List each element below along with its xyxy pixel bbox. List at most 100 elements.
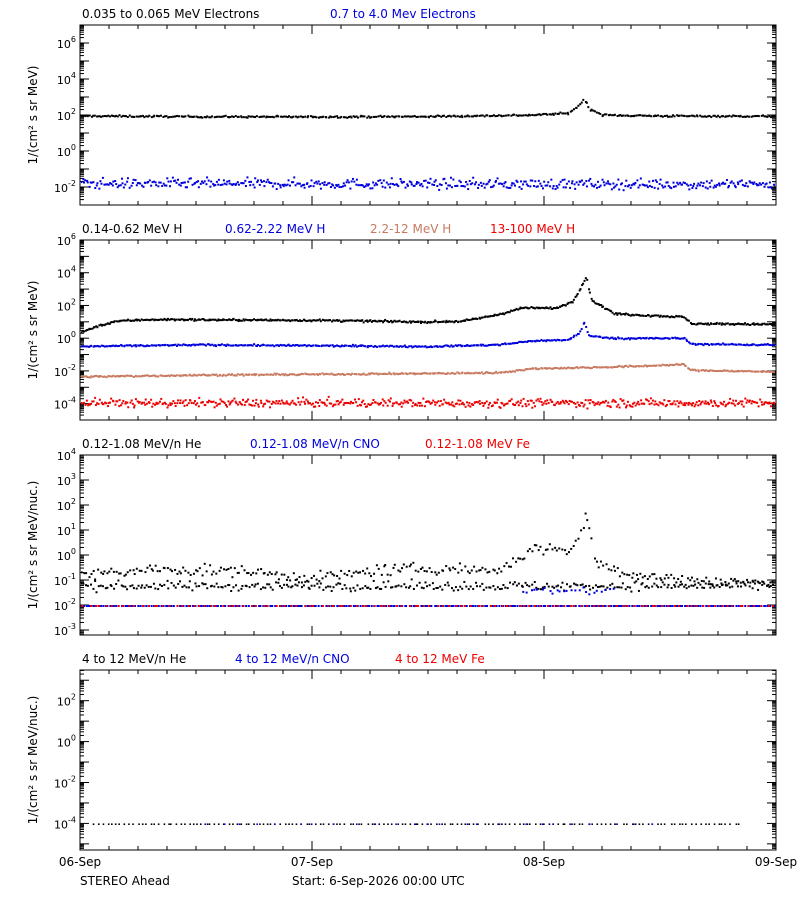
data-point — [696, 578, 699, 581]
data-point — [202, 373, 205, 376]
data-point — [424, 605, 427, 607]
data-point — [741, 400, 744, 403]
data-point — [83, 181, 86, 184]
data-point — [665, 181, 668, 184]
data-point — [138, 344, 141, 347]
data-point — [355, 115, 358, 118]
data-point — [478, 569, 481, 572]
data-point — [515, 307, 518, 310]
data-point — [566, 111, 569, 114]
data-point — [122, 399, 125, 402]
data-point — [598, 304, 601, 307]
data-point — [153, 344, 156, 347]
data-point — [412, 587, 415, 590]
data-point — [410, 181, 413, 184]
data-point — [95, 374, 98, 377]
data-point — [618, 337, 621, 340]
data-point — [591, 184, 594, 187]
data-point — [747, 115, 750, 118]
y-tick-base: 10 — [57, 300, 71, 313]
data-point — [474, 317, 477, 320]
data-point — [766, 323, 769, 326]
data-point — [126, 344, 129, 347]
data-point — [657, 314, 660, 317]
data-point — [509, 581, 512, 584]
data-point — [467, 344, 470, 347]
data-point — [374, 182, 377, 185]
data-point — [405, 115, 408, 118]
data-point — [655, 403, 658, 406]
data-point — [188, 373, 191, 376]
data-point — [340, 373, 343, 376]
data-point — [310, 584, 313, 587]
data-point — [654, 400, 657, 403]
data-point — [624, 312, 627, 315]
data-point — [234, 319, 237, 322]
data-point — [359, 605, 362, 607]
data-point — [170, 116, 173, 119]
data-point — [315, 373, 318, 376]
data-point — [582, 282, 585, 285]
data-point — [84, 403, 87, 406]
data-point — [593, 335, 596, 338]
data-point — [709, 583, 712, 586]
data-point — [81, 331, 83, 334]
data-point — [124, 183, 127, 186]
data-point — [319, 183, 322, 186]
data-point — [237, 571, 240, 574]
data-point — [528, 547, 531, 550]
data-point — [452, 566, 455, 569]
data-point — [702, 344, 705, 347]
data-point — [678, 402, 681, 405]
data-point — [200, 343, 203, 346]
data-point — [570, 589, 573, 592]
data-point — [232, 374, 235, 377]
data-point — [360, 345, 363, 348]
data-point — [578, 605, 581, 607]
data-point — [518, 368, 521, 371]
data-point — [150, 184, 153, 187]
data-point — [323, 183, 326, 186]
data-point — [398, 345, 401, 348]
data-point — [653, 364, 656, 367]
data-point — [763, 605, 766, 607]
data-point — [396, 345, 399, 348]
data-point — [671, 402, 674, 405]
data-point — [267, 344, 270, 347]
data-point — [414, 345, 417, 348]
data-point — [234, 374, 237, 377]
data-point — [217, 319, 220, 322]
data-point — [162, 182, 165, 185]
data-point — [262, 180, 265, 183]
data-point — [524, 368, 527, 371]
data-point — [159, 374, 162, 377]
data-point — [496, 398, 499, 401]
data-point — [234, 400, 237, 403]
data-point — [669, 363, 672, 366]
data-point — [512, 403, 515, 406]
data-point — [768, 323, 771, 326]
data-point — [515, 179, 518, 182]
data-point — [647, 586, 650, 589]
data-point — [531, 179, 534, 182]
data-point — [195, 180, 198, 183]
data-point — [551, 112, 554, 115]
data-point — [163, 401, 166, 404]
data-point — [695, 401, 698, 404]
data-point — [616, 567, 619, 570]
data-point — [666, 364, 669, 367]
data-point — [769, 581, 772, 584]
data-point — [461, 116, 464, 119]
data-point — [461, 587, 464, 590]
data-point — [657, 404, 660, 407]
data-point — [615, 183, 618, 186]
data-point — [711, 343, 714, 346]
data-point — [497, 313, 500, 316]
y-tick-label: 104 — [57, 265, 76, 281]
data-point — [557, 306, 560, 309]
data-point — [370, 344, 373, 347]
data-point — [218, 115, 221, 118]
data-point — [321, 344, 324, 347]
data-point — [280, 399, 283, 402]
data-point — [546, 399, 549, 402]
